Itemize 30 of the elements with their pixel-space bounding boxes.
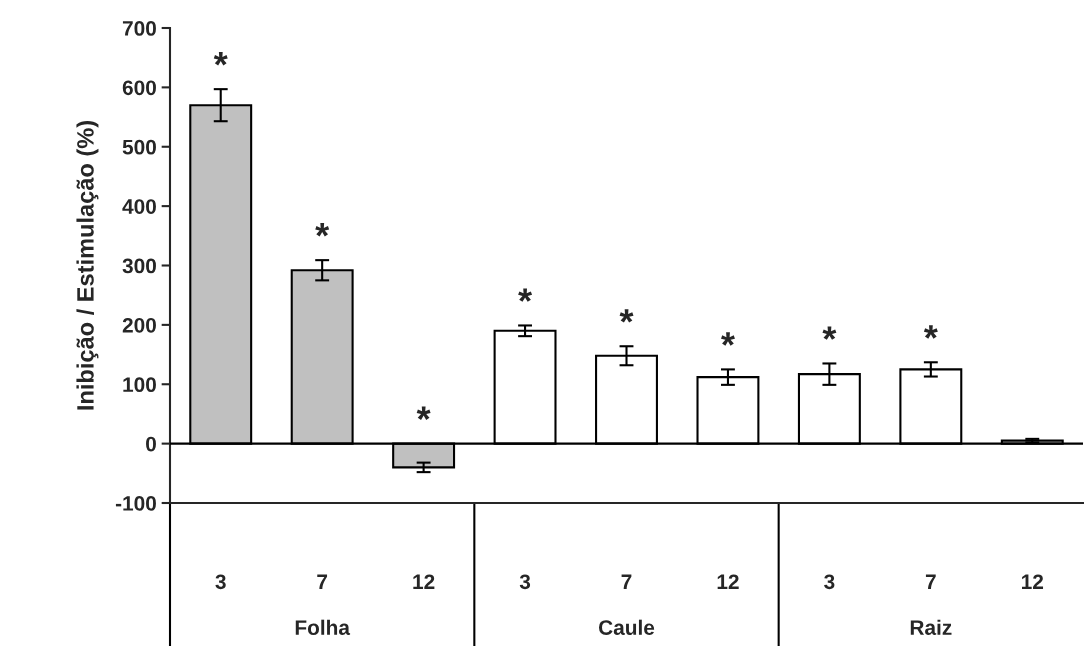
data-label: * (213, 52, 228, 66)
data-label: * (518, 288, 533, 302)
x-tick-label: 3 (519, 574, 531, 590)
data-label: * (721, 332, 735, 346)
x-tick-label: 3 (215, 574, 226, 590)
y-axis-title: Inibição / Estimulação (%) (76, 121, 99, 410)
data-label: * (315, 223, 330, 237)
x-tick-label: 12 (413, 574, 435, 589)
data-label: * (619, 309, 634, 323)
data-label: * (416, 406, 431, 420)
y-tick-label: 700 (122, 21, 156, 36)
text: Caule (598, 619, 655, 635)
x-tick-label: 12 (717, 574, 739, 589)
y-tick-label: 300 (122, 258, 156, 274)
data-label: * (923, 325, 938, 339)
y-tick-label: 100 (123, 377, 156, 392)
text: Raiz (910, 619, 952, 635)
y-tick-label: 200 (122, 317, 156, 333)
x-tick-label: 7 (317, 574, 328, 589)
x-tick-label: 12 (1022, 574, 1044, 589)
text: Folha (295, 619, 351, 635)
x-tick-label: 3 (824, 574, 835, 590)
data-label: * (822, 326, 837, 340)
y-tick-label: 0 (146, 436, 156, 452)
y-tick-label: 400 (122, 199, 156, 214)
y-tick-label: 600 (122, 80, 156, 96)
y-tick-label: -100 (115, 496, 156, 511)
x-tick-label: 7 (621, 574, 632, 589)
x-tick-label: 7 (925, 574, 936, 589)
y-tick-label: 500 (122, 139, 156, 155)
